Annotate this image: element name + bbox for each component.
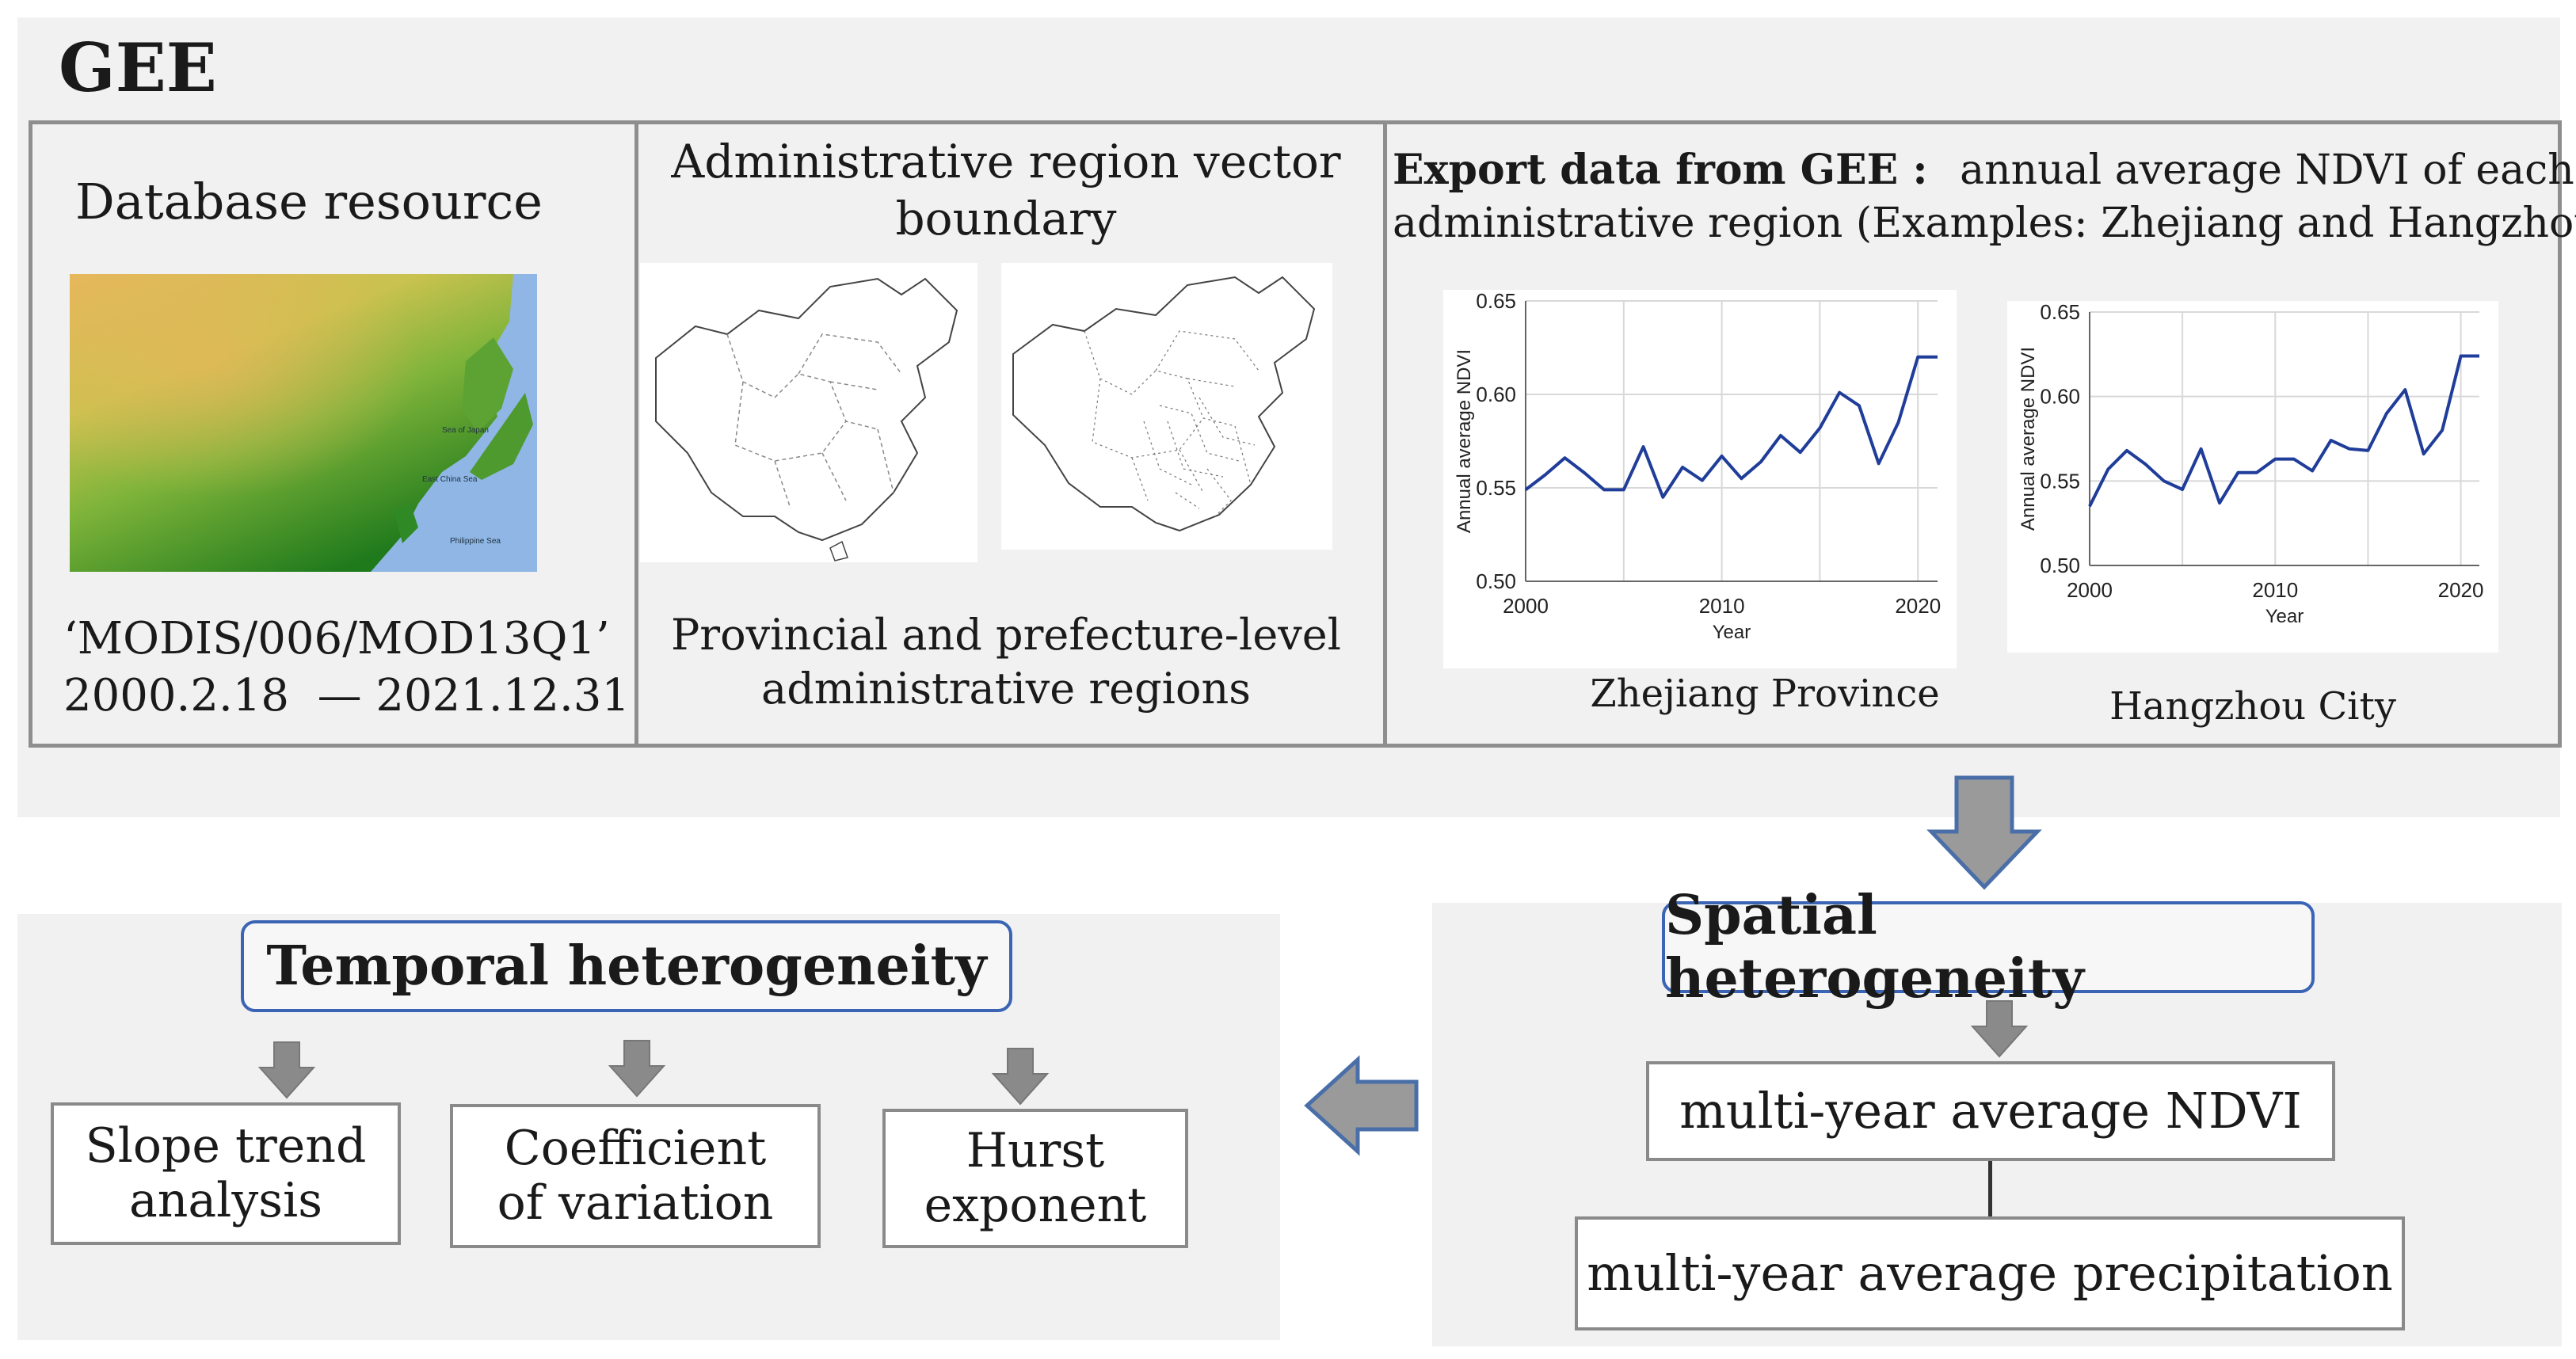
y-tick-label: 0.50 — [2040, 554, 2080, 577]
export-title-line2: administrative region (Examples: Zhejian… — [1393, 200, 2576, 247]
boundary-caption-line2: administrative regions — [761, 664, 1251, 714]
date-range: 2000.2.18 — 2021.12.31 — [63, 670, 631, 721]
spatial-connector-line — [1988, 1161, 1992, 1218]
hurst-exponent-box: Hurst exponent — [882, 1109, 1188, 1248]
coefficient-of-variation-box: Coefficient of variation — [450, 1104, 821, 1248]
database-title: Database resource — [75, 173, 543, 230]
y-tick-label: 0.55 — [2040, 469, 2080, 493]
y-tick-label: 0.60 — [1476, 383, 1516, 406]
left-arrow-spatial-to-temporal — [1304, 1055, 1419, 1156]
y-axis-label: Annual average NDVI — [2018, 347, 2039, 531]
multi-year-ndvi-box: multi-year average NDVI — [1646, 1061, 2335, 1161]
hurst-line2: exponent — [924, 1178, 1147, 1233]
temporal-heterogeneity-title: Temporal heterogeneity — [241, 920, 1012, 1012]
x-axis-label: Year — [2265, 606, 2304, 627]
x-tick-label: 2020 — [2438, 578, 2484, 602]
slope-trend-line1: Slope trend — [85, 1118, 367, 1174]
multi-year-precipitation-box: multi-year average precipitation — [1575, 1216, 2405, 1330]
dataset-id: ‘MODIS/006/MOD13Q1’ — [63, 613, 610, 664]
export-title-line1: Export data from GEE : annual average ND… — [1393, 146, 2574, 194]
x-tick-label: 2010 — [1699, 594, 1745, 618]
spatial-heterogeneity-title: Spatial heterogeneity — [1662, 884, 2315, 1011]
x-tick-label: 2000 — [1503, 594, 1549, 618]
ndvi-series-line — [2088, 354, 2479, 508]
x-axis-label: Year — [1713, 622, 1751, 643]
hurst-line1: Hurst — [966, 1123, 1105, 1178]
hangzhou-chart-caption: Hangzhou City — [2109, 684, 2396, 729]
export-title-bold: Export data from GEE : — [1393, 146, 1928, 194]
temporal-arrow-1 — [257, 1041, 316, 1099]
y-tick-label: 0.55 — [1476, 476, 1516, 500]
temporal-arrow-2 — [608, 1040, 666, 1098]
ndvi-series-line — [1524, 355, 1938, 499]
provincial-boundary-map — [640, 263, 977, 562]
boundary-caption-line1: Provincial and prefecture-level — [670, 610, 1342, 660]
x-tick-label: 2020 — [1895, 594, 1941, 618]
map-label-japan-sea: Sea of Japan — [442, 426, 489, 435]
x-tick-label: 2000 — [2067, 578, 2113, 602]
map-label-east-china-sea: East China Sea — [422, 475, 478, 484]
down-arrow-gee-to-spatial — [1926, 775, 2042, 890]
map-label-philippine-sea: Philippine Sea — [450, 537, 501, 546]
gee-title: GEE — [59, 29, 217, 107]
boundary-title-line2: boundary — [895, 192, 1117, 246]
y-tick-label: 0.50 — [1476, 569, 1516, 593]
prefecture-boundary-map — [1001, 263, 1332, 550]
y-axis-label: Annual average NDVI — [1454, 349, 1475, 533]
export-title-rest: annual average NDVI of each — [1960, 147, 2574, 194]
cv-line2: of variation — [497, 1175, 774, 1231]
slope-trend-box: Slope trend analysis — [51, 1102, 401, 1245]
slope-trend-line2: analysis — [128, 1173, 323, 1228]
zhejiang-chart-caption: Zhejiang Province — [1590, 672, 1940, 716]
y-tick-label: 0.65 — [2040, 301, 2080, 324]
boundary-title-line1: Administrative region vector — [671, 135, 1341, 188]
spatial-arrow — [1970, 1000, 2029, 1058]
cv-line1: Coefficient — [504, 1121, 767, 1176]
y-tick-label: 0.65 — [1476, 290, 1516, 313]
y-tick-label: 0.60 — [2040, 385, 2080, 409]
temporal-arrow-3 — [991, 1048, 1050, 1106]
modis-ndvi-map: Sea of Japan East China Sea Philippine S… — [70, 274, 537, 572]
x-tick-label: 2010 — [2252, 578, 2298, 602]
export-cell — [1383, 120, 2562, 748]
